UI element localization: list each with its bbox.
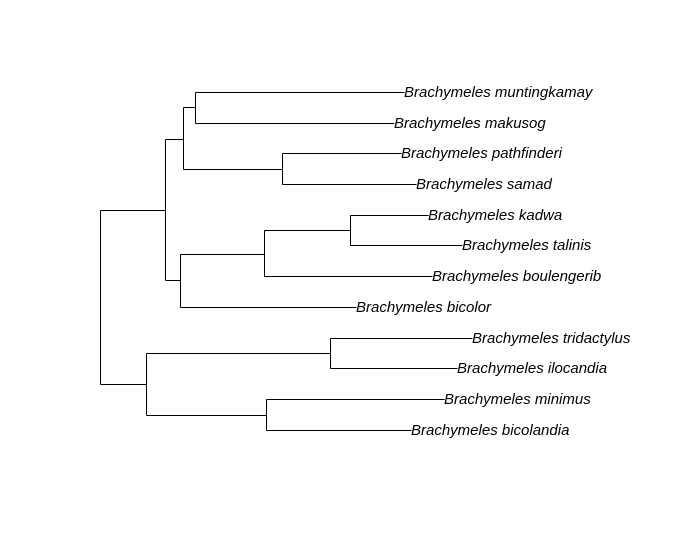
tree-branches [100,92,473,431]
tip-label-pathfinderi: Brachymeles pathfinderi [401,145,563,162]
tip-label-samad: Brachymeles samad [416,176,553,193]
tip-label-muntingkamay: Brachymeles muntingkamay [404,84,594,101]
tip-label-tridactylus: Brachymeles tridactylus [472,330,631,347]
tip-labels: Brachymeles muntingkamay Brachymeles mak… [356,84,631,439]
tip-label-minimus: Brachymeles minimus [444,391,591,408]
tip-label-bicolandia: Brachymeles bicolandia [411,422,569,439]
tip-label-talinis: Brachymeles talinis [462,237,592,254]
tip-label-ilocandia: Brachymeles ilocandia [457,360,607,377]
tip-label-kadwa: Brachymeles kadwa [428,207,562,224]
tip-label-bicolor: Brachymeles bicolor [356,299,492,316]
tip-label-makusog: Brachymeles makusog [394,115,546,132]
tip-label-boulengerib: Brachymeles boulengerib [432,268,601,285]
